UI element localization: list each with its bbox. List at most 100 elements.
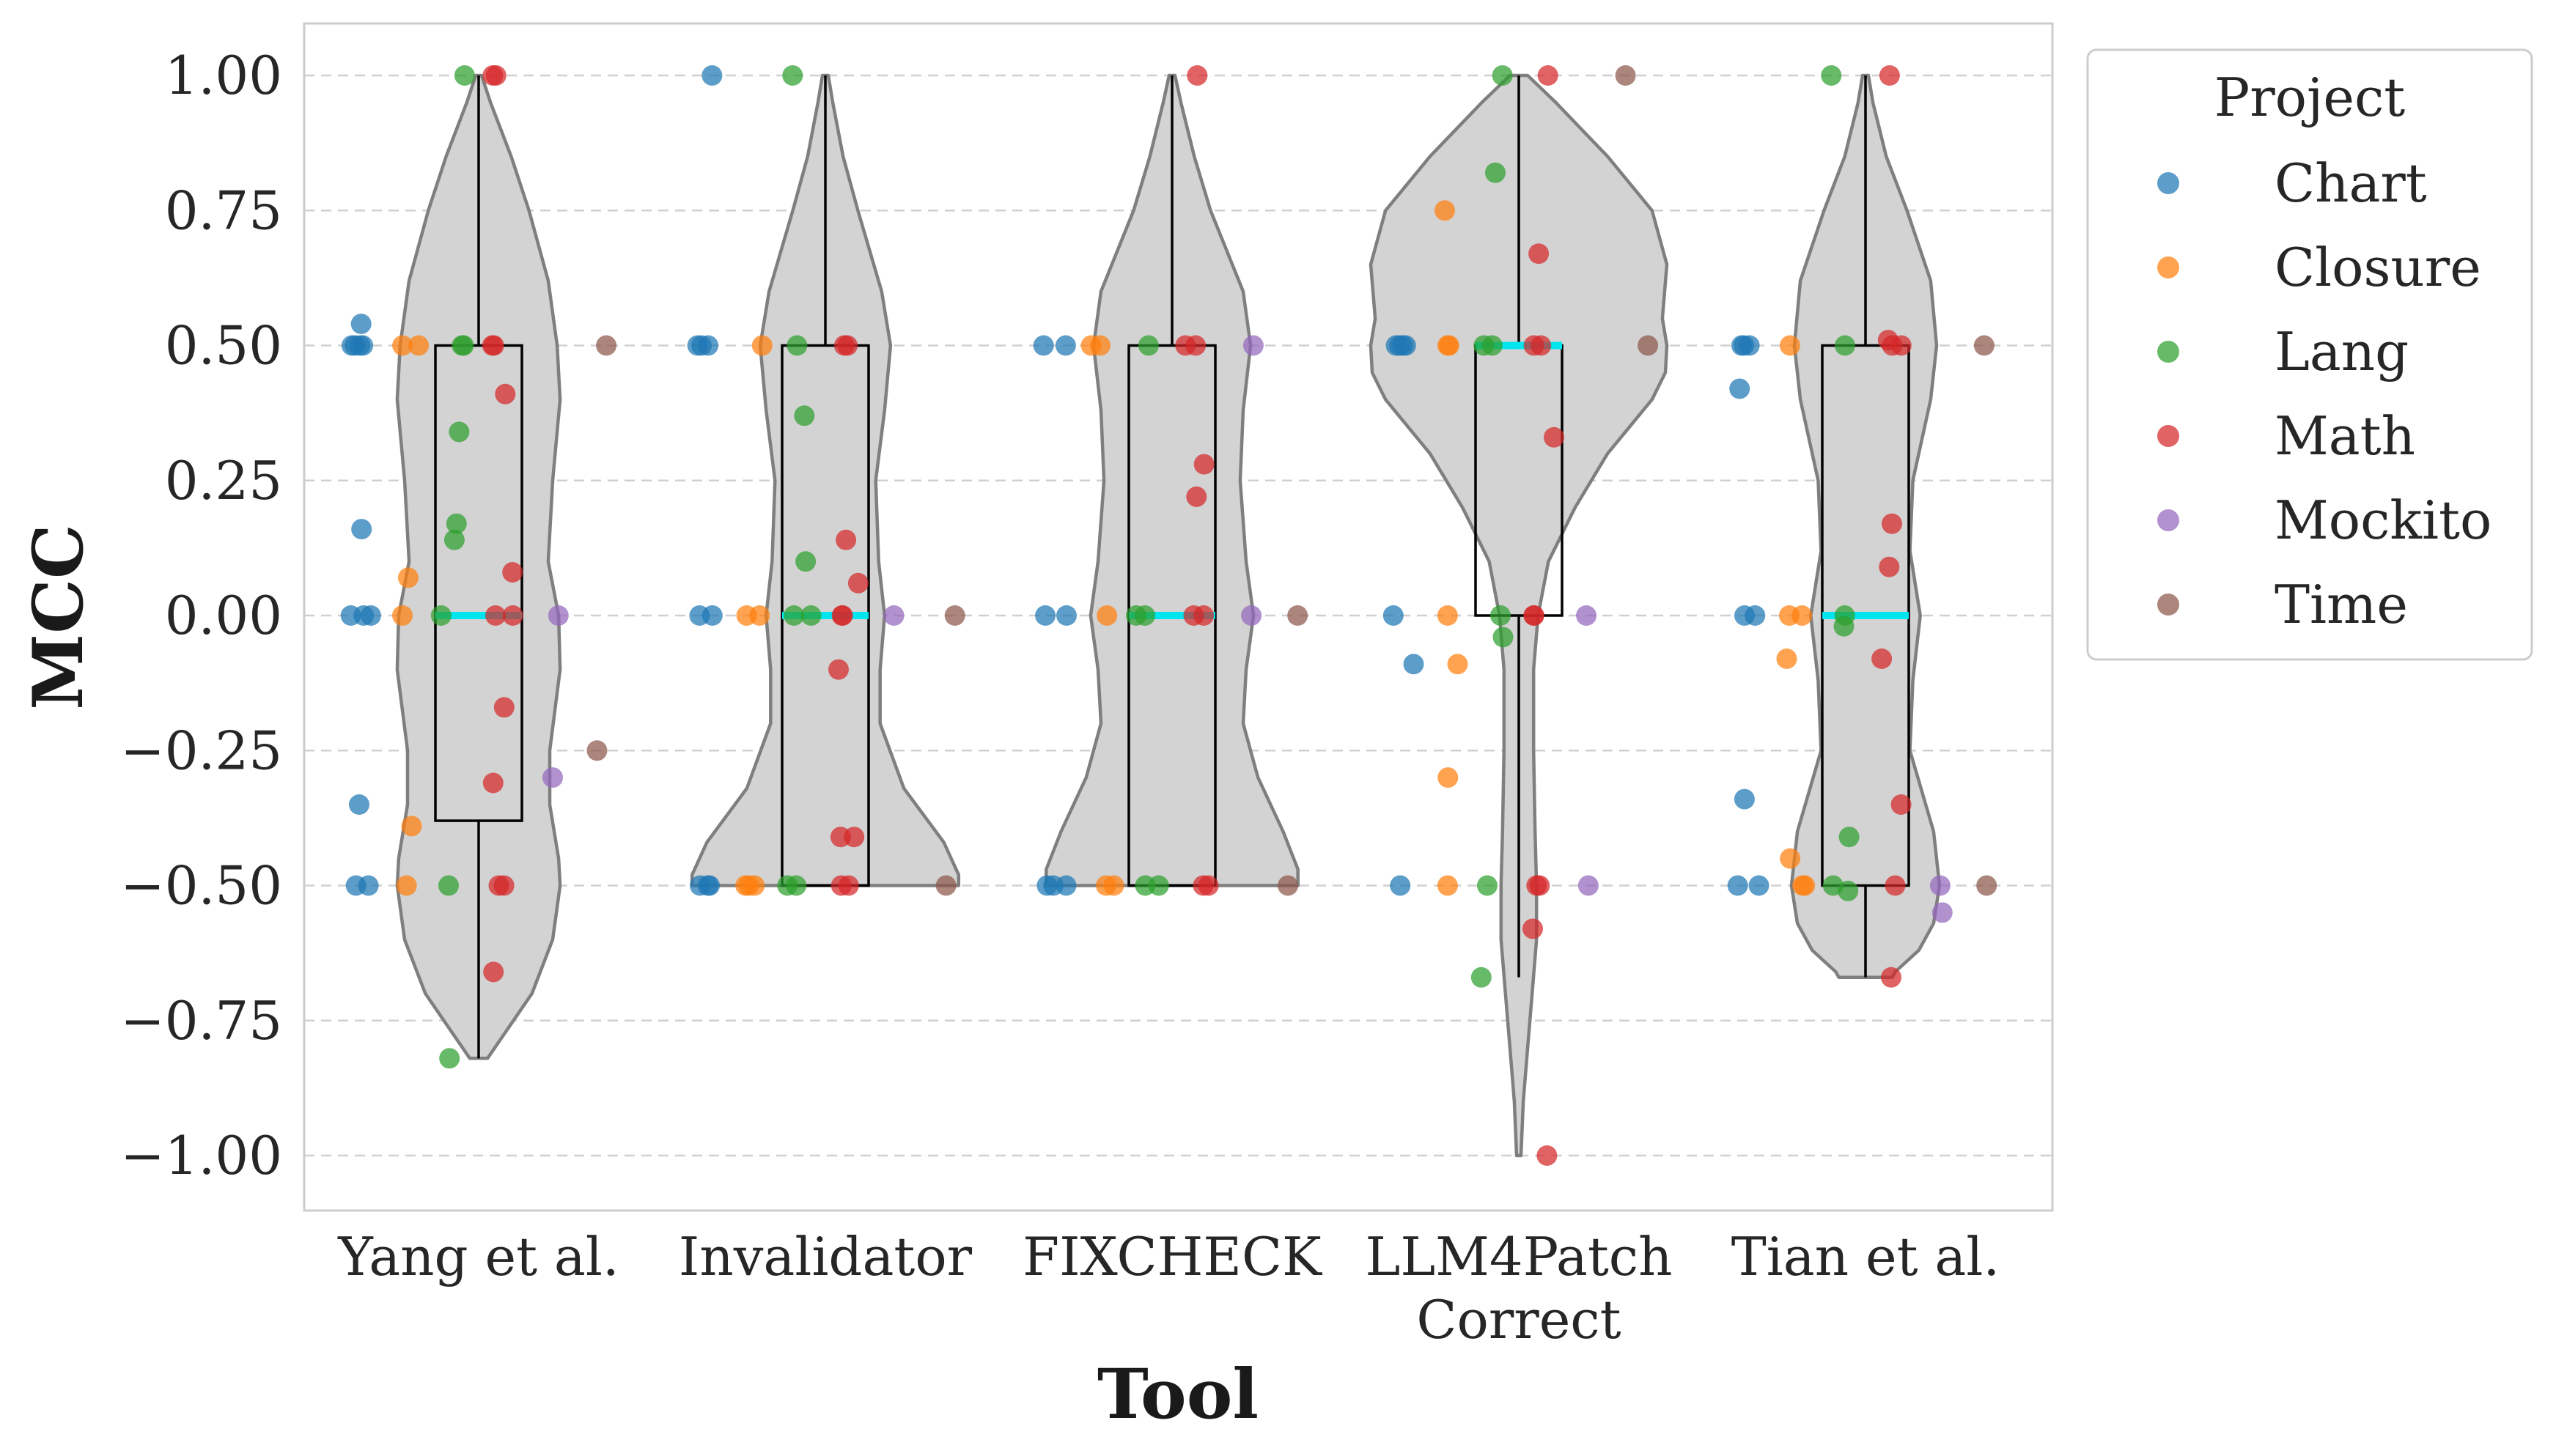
y-tick-label: −0.25 bbox=[120, 720, 282, 781]
x-tick-label: FIXCHECK bbox=[1023, 1226, 1322, 1287]
data-point bbox=[830, 827, 851, 848]
data-point bbox=[408, 335, 430, 356]
y-tick-label: 0.50 bbox=[165, 315, 282, 377]
data-point bbox=[1193, 875, 1214, 896]
data-point bbox=[1729, 378, 1750, 399]
legend-label: Lang bbox=[2275, 321, 2409, 383]
legend-marker bbox=[2157, 594, 2179, 616]
data-point bbox=[542, 767, 563, 788]
legend-marker bbox=[2157, 425, 2179, 447]
data-point bbox=[1885, 875, 1906, 896]
x-axis-ticks: Yang et al. Invalidator FIXCHECK LLM4PatchC… bbox=[337, 1226, 2000, 1350]
data-point bbox=[1477, 875, 1498, 896]
data-point bbox=[1544, 426, 1564, 448]
data-point bbox=[1242, 335, 1264, 356]
data-point bbox=[1838, 880, 1859, 901]
data-point bbox=[482, 65, 504, 86]
data-point bbox=[396, 875, 417, 896]
y-axis-title: MCC bbox=[18, 524, 99, 710]
data-point bbox=[836, 529, 857, 550]
legend-title: Project bbox=[2214, 67, 2405, 128]
data-point bbox=[1929, 875, 1951, 896]
data-point bbox=[1523, 605, 1544, 626]
data-point bbox=[1734, 335, 1755, 356]
data-point bbox=[1036, 875, 1058, 896]
y-axis-ticks: 1.00 0.75 0.50 0.25 0.00 −0.25 −0.50 −0.75 −1.00 bbox=[120, 45, 282, 1186]
data-point bbox=[1287, 605, 1308, 626]
y-tick-label: −0.75 bbox=[120, 990, 282, 1052]
data-point bbox=[350, 314, 372, 334]
data-point bbox=[1890, 335, 1912, 356]
data-point bbox=[1097, 605, 1118, 626]
data-point bbox=[485, 605, 506, 626]
data-point bbox=[1473, 335, 1495, 356]
data-point bbox=[358, 875, 379, 896]
data-point bbox=[735, 875, 756, 896]
data-point bbox=[1403, 654, 1424, 675]
data-point bbox=[443, 529, 465, 550]
data-point bbox=[1492, 627, 1514, 648]
data-point bbox=[351, 519, 372, 540]
x-tick-label: Correct bbox=[1416, 1289, 1621, 1350]
legend: Project Chart Closure Lang Math Mockito Time bbox=[2086, 48, 2533, 661]
data-point bbox=[1103, 875, 1124, 896]
data-point bbox=[1278, 875, 1298, 896]
data-point bbox=[1576, 605, 1597, 626]
data-point bbox=[1126, 605, 1146, 626]
data-point bbox=[502, 562, 523, 583]
data-point bbox=[1187, 65, 1208, 86]
data-point bbox=[786, 875, 807, 896]
box-iqr bbox=[434, 344, 523, 822]
data-point bbox=[1748, 875, 1769, 896]
data-point bbox=[548, 605, 569, 626]
data-point bbox=[701, 65, 723, 86]
data-point bbox=[1485, 162, 1506, 183]
data-point bbox=[1780, 335, 1800, 356]
data-point bbox=[452, 335, 473, 356]
violin-body bbox=[395, 73, 562, 1060]
data-point bbox=[1055, 335, 1076, 356]
legend-label: Math bbox=[2275, 405, 2415, 467]
data-point bbox=[833, 335, 855, 356]
legend-marker bbox=[2157, 341, 2179, 363]
data-point bbox=[1529, 875, 1550, 896]
data-point bbox=[349, 794, 369, 815]
data-point bbox=[493, 697, 515, 718]
data-point bbox=[1175, 335, 1196, 356]
data-point bbox=[847, 572, 869, 594]
data-point bbox=[1138, 335, 1159, 356]
data-point bbox=[1382, 605, 1404, 626]
data-point bbox=[1882, 513, 1902, 534]
data-point bbox=[944, 605, 965, 626]
data-point bbox=[1528, 243, 1550, 265]
data-point bbox=[1734, 605, 1755, 626]
data-point bbox=[449, 421, 470, 443]
data-point bbox=[438, 875, 459, 896]
y-tick-label: 1.00 bbox=[165, 45, 282, 106]
legend-label: Mockito bbox=[2275, 489, 2491, 551]
x-tick-label: Yang et al. bbox=[337, 1226, 619, 1287]
data-point bbox=[1385, 335, 1407, 356]
data-point bbox=[1615, 65, 1636, 86]
data-point bbox=[1523, 335, 1544, 356]
data-point bbox=[350, 335, 371, 356]
data-point bbox=[832, 605, 853, 626]
plot-frame bbox=[303, 22, 2054, 1212]
data-point bbox=[401, 816, 422, 837]
data-point bbox=[392, 335, 413, 356]
data-point bbox=[596, 335, 617, 356]
data-point bbox=[1470, 967, 1492, 988]
data-point bbox=[1890, 794, 1912, 815]
x-tick-label: Tian et al. bbox=[1731, 1226, 2000, 1287]
data-point bbox=[1492, 65, 1513, 86]
data-point bbox=[1536, 1145, 1558, 1166]
data-point bbox=[1835, 335, 1855, 356]
x-axis-title: Tool bbox=[1097, 1354, 1259, 1435]
data-point bbox=[883, 605, 905, 626]
data-point bbox=[782, 65, 803, 86]
legend-label: Time bbox=[2275, 574, 2408, 635]
data-point bbox=[1135, 875, 1156, 896]
data-point bbox=[1881, 967, 1901, 988]
y-tick-label: −1.00 bbox=[120, 1125, 282, 1186]
data-point bbox=[398, 567, 419, 588]
